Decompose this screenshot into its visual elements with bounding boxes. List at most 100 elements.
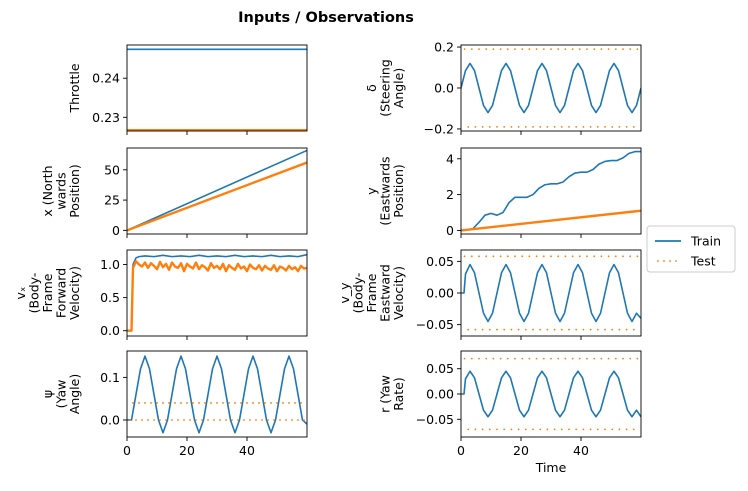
- data-point: [234, 402, 236, 404]
- axes-frame: [126, 350, 308, 438]
- data-point: [618, 126, 621, 128]
- y-axis-label-line: Eastward: [378, 264, 393, 322]
- series-test-line: [127, 161, 307, 232]
- series-train-line: [461, 150, 641, 232]
- data-point: [575, 126, 578, 128]
- plot-area: [127, 253, 307, 332]
- y-tick-label: 4: [446, 151, 454, 166]
- data-point: [273, 419, 275, 421]
- data-point: [240, 402, 242, 404]
- data-point: [532, 126, 534, 128]
- data-point: [510, 126, 513, 128]
- data-point: [524, 126, 527, 128]
- data-point: [564, 255, 567, 258]
- series-train-line: [127, 253, 307, 332]
- plot-area: [461, 255, 641, 331]
- data-point: [539, 126, 542, 128]
- y-tick-label: −0.05: [416, 412, 454, 427]
- data-point: [510, 328, 513, 331]
- data-point: [297, 419, 299, 421]
- x-tick-label: 0: [457, 443, 465, 458]
- data-point: [600, 357, 603, 360]
- data-point: [216, 402, 218, 404]
- subplot-grid: 0.230.24Throttle−0.20.00.2δ(SteeringAngl…: [13, 40, 642, 475]
- data-point: [611, 328, 614, 331]
- data-point: [499, 357, 502, 360]
- data-point: [514, 48, 516, 50]
- data-point: [622, 255, 624, 258]
- data-point: [546, 428, 549, 431]
- y-axis-label-line: Rate): [391, 377, 406, 411]
- y-axis-label-line: (Steering: [378, 59, 393, 117]
- data-point: [496, 126, 498, 128]
- y-axis-label-line: Velocity): [67, 266, 82, 320]
- data-point: [488, 328, 491, 331]
- data-point: [622, 357, 624, 360]
- data-point: [228, 402, 230, 404]
- data-point: [207, 419, 209, 421]
- data-point: [267, 419, 269, 421]
- y-axis-label-line: (Body-: [27, 273, 42, 314]
- y-axis-label-line: δ: [364, 84, 379, 92]
- y-tick-label: 0.24: [92, 71, 120, 86]
- data-point: [589, 428, 592, 431]
- y-tick-label: 25: [104, 193, 120, 208]
- figure-title: Inputs / Observations: [238, 10, 414, 26]
- y-tick-label: 0.00: [426, 387, 454, 402]
- y-tick-label: 0.05: [426, 254, 454, 269]
- data-point: [521, 357, 524, 360]
- legend-test-swatch: [657, 260, 677, 262]
- legend: Train Test: [646, 225, 736, 273]
- y-tick-label: 0.0: [434, 81, 454, 96]
- data-point: [243, 419, 245, 421]
- data-point: [496, 328, 498, 331]
- legend-test-marker: [663, 260, 665, 262]
- data-point: [201, 419, 203, 421]
- data-point: [303, 419, 305, 421]
- y-tick-label: 0.0: [100, 412, 120, 427]
- data-point: [632, 126, 635, 128]
- data-point: [204, 402, 206, 404]
- x-axis-label: Time: [535, 460, 567, 475]
- data-point: [557, 357, 560, 360]
- y-axis-label-line: Angle): [67, 374, 82, 414]
- data-point: [517, 328, 520, 331]
- data-point: [198, 402, 200, 404]
- data-point: [514, 357, 516, 360]
- data-point: [593, 48, 596, 50]
- data-point: [557, 48, 560, 50]
- y-axis-label-line: ψ: [40, 390, 55, 398]
- data-point: [535, 255, 538, 258]
- data-point: [261, 419, 263, 421]
- data-point: [285, 419, 287, 421]
- data-point: [614, 255, 617, 258]
- series-train-line: [461, 263, 641, 323]
- y-tick-label: 0: [446, 223, 454, 238]
- data-point: [492, 357, 495, 360]
- data-point: [604, 126, 606, 128]
- data-point: [467, 428, 470, 431]
- data-point: [213, 419, 215, 421]
- data-point: [553, 328, 556, 331]
- y-axis-label-line: Velocity): [391, 266, 406, 320]
- data-point: [535, 48, 538, 50]
- data-point: [546, 328, 549, 331]
- data-point: [503, 428, 506, 431]
- data-point: [485, 357, 488, 360]
- y-axis-label-line: (Eastwards: [378, 156, 393, 225]
- data-point: [571, 357, 574, 360]
- data-point: [614, 357, 617, 360]
- data-point: [496, 428, 498, 431]
- y-tick-label: 1.0: [100, 257, 120, 272]
- y-axis-label-line: r (Yaw: [378, 375, 393, 413]
- data-point: [138, 402, 140, 404]
- data-point: [478, 357, 480, 360]
- data-point: [622, 48, 624, 50]
- data-point: [282, 402, 284, 404]
- data-point: [560, 328, 563, 331]
- data-point: [189, 419, 191, 421]
- data-point: [593, 255, 596, 258]
- y-axis-label-line: vₓ: [13, 287, 28, 300]
- data-point: [132, 402, 134, 404]
